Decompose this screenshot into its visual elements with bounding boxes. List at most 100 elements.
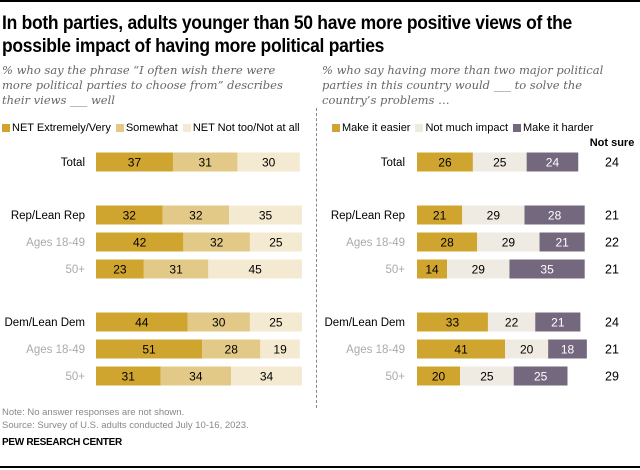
bar-value-label: 34: [189, 370, 203, 384]
bottom-rule: [0, 466, 640, 468]
category-label: 50+: [65, 371, 85, 383]
bar-segment: [96, 366, 161, 386]
pew-brand: PEW RESEARCH CENTER: [2, 437, 122, 448]
bar-segment: [417, 232, 478, 252]
bar-value-label: 21: [551, 316, 565, 330]
bar-value-label: 29: [472, 263, 486, 277]
bar-segment: [460, 366, 514, 386]
bar-value-label: 28: [440, 236, 454, 250]
not-sure-value: 21: [605, 209, 619, 223]
bar-segment: [237, 152, 300, 172]
notes: Note: No answer responses are not shown.…: [2, 406, 249, 432]
bar-value-label: 29: [487, 209, 501, 223]
bar-segment: [143, 259, 209, 279]
bar-value-label: 23: [113, 263, 127, 277]
note-text: Note: No answer responses are not shown.: [2, 407, 185, 418]
bar-segment: [462, 205, 525, 225]
bar-value-label: 26: [438, 156, 452, 170]
bar-segment: [96, 259, 144, 279]
bar-segment: [202, 339, 261, 359]
bar-segment: [96, 205, 163, 225]
not-sure-value: 22: [605, 236, 619, 250]
bar-segment: [477, 232, 540, 252]
bar-segment: [447, 259, 510, 279]
bar-value-label: 28: [225, 343, 239, 357]
bar-value-label: 25: [534, 370, 548, 384]
bar-segment: [513, 366, 568, 386]
bar-segment: [417, 152, 473, 172]
legend-label: Not much impact: [425, 122, 509, 134]
legend-item: NET Extremely/Very: [2, 122, 111, 134]
left-subtitle: % who say the phrase “I often wish there…: [2, 63, 283, 107]
not-sure-value: 29: [605, 370, 619, 384]
not-sure-header: Not sure: [590, 137, 635, 149]
bar-value-label: 20: [432, 370, 446, 384]
bar-value-label: 25: [480, 370, 494, 384]
bar-value-label: 41: [454, 343, 468, 357]
bar-segment: [249, 312, 302, 332]
not-sure-value: 24: [605, 316, 619, 330]
bar-value-label: 45: [248, 263, 262, 277]
category-label: Ages 18-49: [346, 344, 405, 356]
bar-segment: [96, 312, 188, 332]
bar-value-label: 32: [123, 209, 137, 223]
bar-value-label: 24: [546, 156, 560, 170]
bar-value-label: 21: [555, 236, 569, 250]
legend-swatch: [182, 124, 191, 132]
legend-item: Not much impact: [415, 122, 508, 134]
right-legend: Make it easier Not much impact Make it har…: [332, 122, 598, 134]
bar-segment: [548, 339, 587, 359]
bar-segment: [187, 312, 250, 332]
bar-segment: [472, 152, 527, 172]
bar-value-label: 34: [260, 370, 274, 384]
source-text: Source: Survey of U.S. adults conducted …: [2, 420, 249, 431]
bar-segment: [160, 366, 232, 386]
bar-value-label: 31: [169, 263, 183, 277]
bar-segment: [417, 259, 448, 279]
legend-swatch: [513, 124, 522, 132]
bar-segment: [260, 339, 300, 359]
bar-segment: [535, 312, 581, 332]
bar-segment: [96, 152, 173, 172]
bar-value-label: 25: [269, 316, 283, 330]
bar-segment: [231, 366, 302, 386]
category-label: Dem/Lean Dem: [324, 317, 405, 329]
legend-label: NET Not too/Not at all: [192, 122, 300, 134]
bar-value-label: 25: [493, 156, 507, 170]
bar-value-label: 22: [505, 316, 519, 330]
not-sure-value: 21: [605, 263, 619, 277]
not-sure-value: 24: [605, 156, 619, 170]
category-label: 50+: [385, 371, 405, 383]
bar-value-label: 31: [122, 370, 136, 384]
bar-segment: [526, 152, 579, 172]
panel-divider: [316, 108, 317, 408]
bar-segment: [172, 152, 238, 172]
bar-value-label: 19: [273, 343, 287, 357]
legend-item: Make it harder: [513, 122, 593, 134]
legend-swatch: [115, 124, 124, 132]
category-label: Dem/Lean Dem: [4, 317, 85, 329]
legend-label: Somewhat: [125, 122, 178, 134]
category-label: Total: [381, 157, 405, 169]
bar-value-label: 31: [199, 156, 213, 170]
bar-segment: [229, 205, 302, 225]
category-label: Total: [61, 157, 85, 169]
category-label: Ages 18-49: [26, 344, 85, 356]
bar-segment: [162, 205, 230, 225]
bar-value-label: 32: [210, 236, 224, 250]
bar-value-label: 25: [269, 236, 283, 250]
category-label: Ages 18-49: [346, 237, 405, 249]
category-label: Ages 18-49: [26, 237, 85, 249]
legend-label: Make it harder: [523, 122, 594, 134]
bar-segment: [487, 312, 536, 332]
bar-segment: [539, 232, 585, 252]
bar-value-label: 33: [446, 316, 460, 330]
bar-segment: [96, 339, 203, 359]
bar-segment: [509, 259, 585, 279]
top-rule: [0, 0, 640, 2]
bar-value-label: 35: [259, 209, 273, 223]
bar-value-label: 28: [548, 209, 562, 223]
left-legend: NET Extremely/Very Somewhat NET Not too/No…: [2, 122, 305, 134]
bar-value-label: 29: [502, 236, 516, 250]
legend-item: Make it easier: [332, 122, 410, 134]
